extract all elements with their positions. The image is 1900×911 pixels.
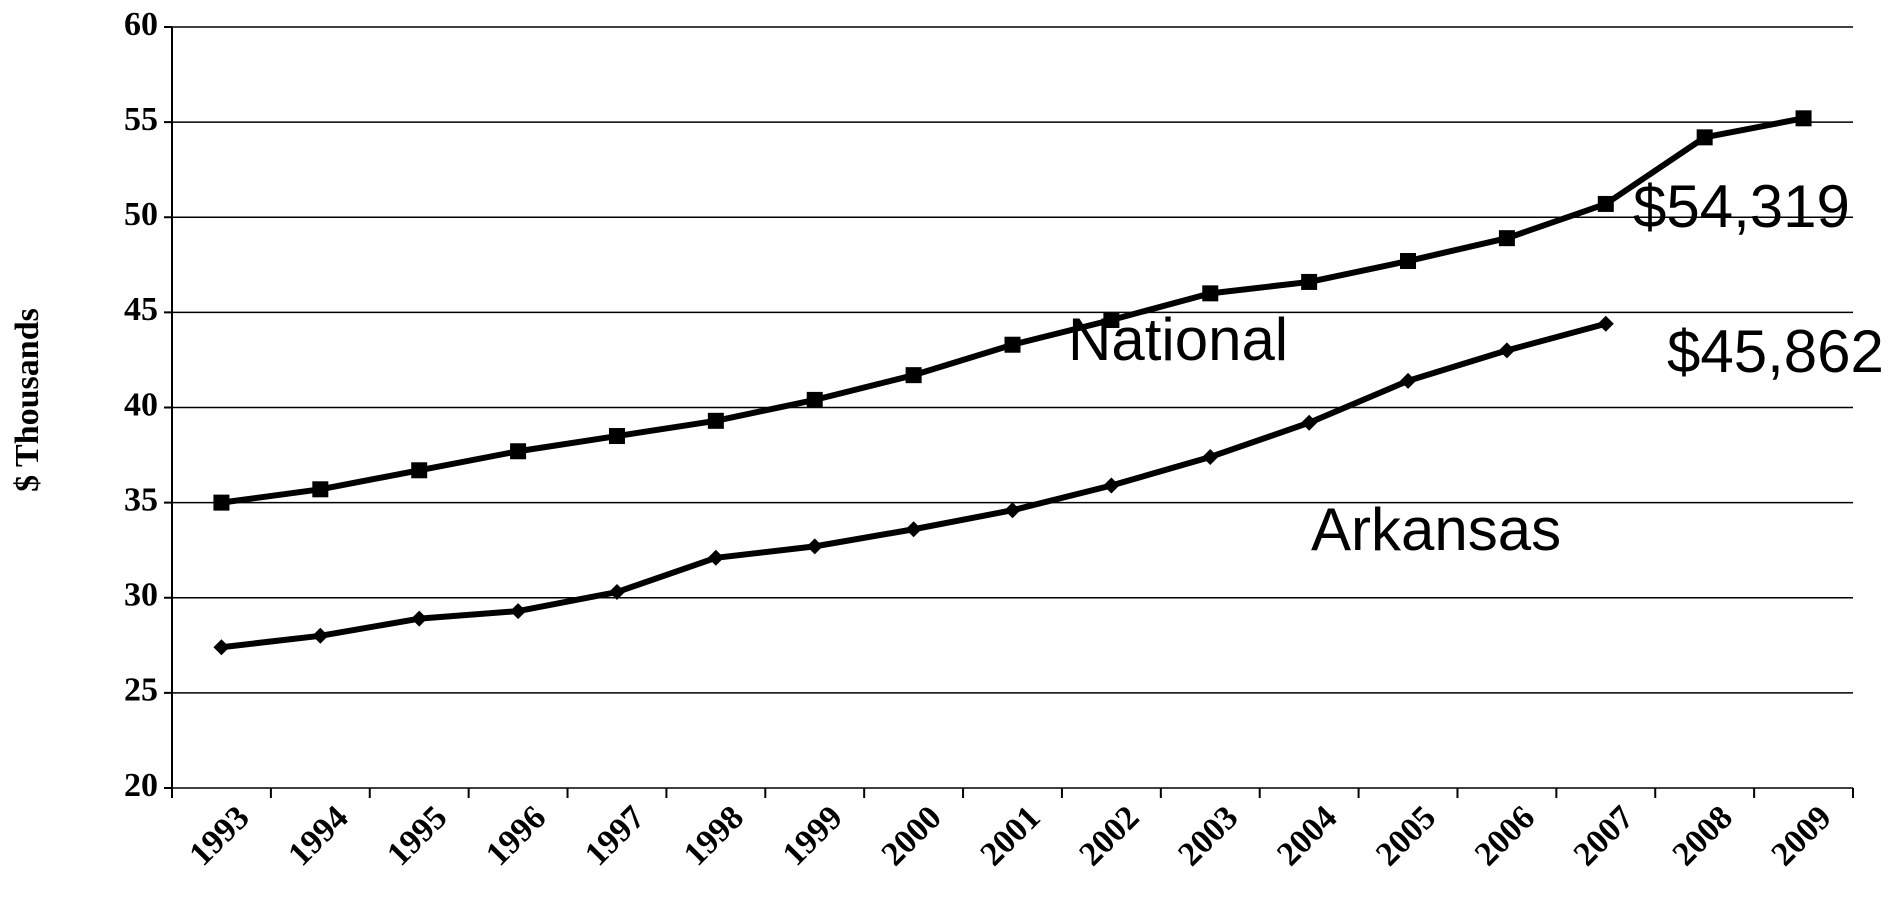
y-tick-label: 55 [124,101,158,138]
x-tick-label: 2009 [1765,799,1839,873]
marker [1597,195,1614,212]
y-tick-label: 25 [124,672,158,709]
x-tick-label: 1998 [677,799,751,873]
annotation: $54,319 [1633,173,1850,240]
marker [707,412,724,429]
marker [1004,502,1021,519]
x-tick-label: 2007 [1567,799,1641,873]
series-label: National [1068,306,1288,373]
marker [608,428,625,445]
marker [312,481,329,498]
annotation: $45,862 [1667,318,1884,385]
x-tick-label: 1995 [380,799,454,873]
marker [1400,253,1417,270]
marker [1696,129,1713,146]
marker [1400,372,1417,389]
x-tick-label: 1996 [479,799,553,873]
marker [1202,285,1219,302]
marker [213,494,230,511]
marker [1597,315,1614,332]
marker [707,549,724,566]
marker [1103,311,1120,328]
y-tick-label: 30 [124,577,158,614]
x-tick-label: 1993 [182,799,256,873]
marker [1498,230,1515,247]
y-tick-label: 50 [124,196,158,233]
y-tick-label: 20 [124,767,158,804]
marker [1498,342,1515,359]
x-tick-label: 2000 [875,799,949,873]
x-tick-label: 1999 [776,799,850,873]
marker [312,627,329,644]
marker [411,610,428,627]
x-tick-label: 1997 [578,799,652,873]
marker [1103,477,1120,494]
marker [905,521,922,538]
marker [1301,273,1318,290]
x-tick-label: 2002 [1072,799,1146,873]
x-tick-label: 2008 [1666,799,1740,873]
marker [1004,336,1021,353]
marker [213,639,230,656]
x-tick-label: 2003 [1171,799,1245,873]
y-axis-label: $ Thousands [9,308,46,492]
marker [806,538,823,555]
y-tick-label: 45 [124,291,158,328]
x-tick-label: 2004 [1270,799,1344,873]
marker [1795,110,1812,127]
marker [905,367,922,384]
series-line [221,115,1805,506]
marker [411,462,428,479]
x-tick-label: 2001 [973,799,1047,873]
marker [608,584,625,601]
series-label: Arkansas [1311,496,1561,563]
marker [1301,414,1318,431]
x-tick-label: 2006 [1468,799,1542,873]
y-tick-label: 60 [124,6,158,43]
x-tick-label: 2005 [1369,799,1443,873]
marker [510,443,527,460]
marker [1202,448,1219,465]
y-tick-label: 35 [124,481,158,518]
marker [806,391,823,408]
marker [510,603,527,620]
x-tick-label: 1994 [281,799,355,873]
y-tick-label: 40 [124,386,158,423]
